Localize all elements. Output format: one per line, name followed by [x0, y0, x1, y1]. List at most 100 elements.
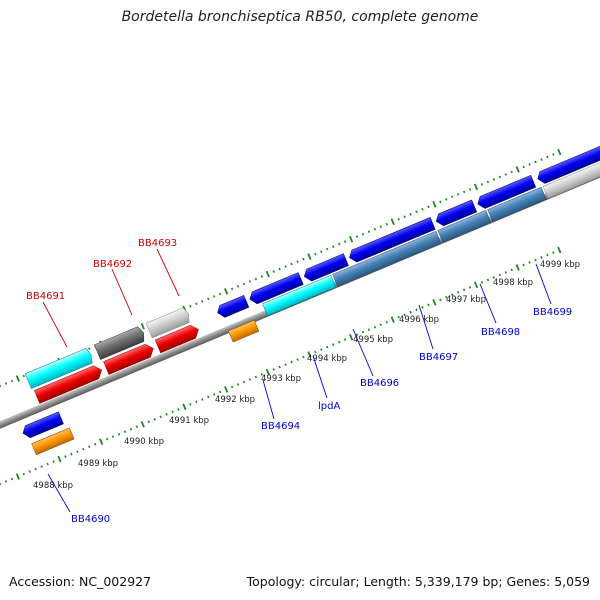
minor-tick — [427, 205, 430, 209]
gene-bb4692b-arrow[interactable] — [103, 342, 156, 375]
minor-tick — [546, 253, 549, 257]
minor-tick — [427, 303, 430, 307]
minor-tick — [367, 230, 371, 233]
major-tick — [349, 333, 354, 341]
minor-tick — [278, 267, 281, 271]
minor-tick — [34, 467, 37, 471]
gene-bb4696-arrow[interactable] — [347, 217, 436, 264]
minor-tick — [242, 282, 246, 286]
major-tick — [390, 218, 395, 226]
minor-tick — [88, 347, 91, 350]
gene-label-bb4692[interactable]: BB4692 — [93, 259, 132, 270]
gene-label-bb4691[interactable]: BB4691 — [26, 291, 65, 302]
gene-bb4693b-arrow[interactable] — [154, 323, 201, 354]
minor-tick — [343, 338, 347, 341]
gene-label-bb4693[interactable]: BB4693 — [138, 238, 177, 249]
leader-bb4696 — [352, 328, 374, 377]
leader-bb4699 — [535, 263, 552, 305]
minor-tick — [201, 398, 204, 401]
minor-tick — [373, 325, 377, 329]
scale-label: 4992 kbp — [215, 395, 255, 405]
minor-tick — [171, 410, 174, 414]
gene-label-bb4698[interactable]: BB4698 — [481, 327, 520, 338]
gene-bb4691b-arrow[interactable] — [34, 364, 104, 404]
gene-label-bb4696[interactable]: BB4696 — [360, 378, 399, 389]
scale-label: 4996 kbp — [399, 315, 439, 325]
major-tick — [57, 455, 62, 463]
minor-tick — [248, 378, 252, 381]
minor-tick — [76, 450, 79, 453]
minor-tick — [302, 257, 305, 261]
minor-tick — [302, 355, 305, 359]
minor-tick — [326, 345, 329, 349]
major-tick — [224, 288, 229, 295]
minor-tick — [510, 170, 513, 174]
gene-bb4698-arrow[interactable] — [475, 174, 537, 210]
minor-tick — [486, 180, 490, 184]
minor-tick — [379, 225, 382, 229]
minor-tick — [332, 245, 335, 248]
gene-bb4690-arrow[interactable] — [21, 411, 64, 440]
minor-tick — [552, 153, 555, 156]
minor-tick — [486, 278, 490, 282]
reverse-strand — [21, 411, 75, 456]
minor-tick — [248, 280, 252, 283]
minor-tick — [361, 232, 365, 236]
forward-strand — [24, 144, 600, 404]
leader-bb4690 — [47, 473, 71, 513]
gene-bb4699-silver[interactable] — [542, 158, 600, 199]
gene-bb4699-arrow[interactable] — [535, 144, 600, 186]
minor-tick — [46, 462, 49, 466]
minor-tick — [326, 247, 329, 251]
gene-bb4694-cyan[interactable] — [262, 274, 337, 317]
minor-tick — [397, 315, 400, 319]
gene-bb4693-arrow[interactable] — [145, 307, 192, 339]
gene-label-bb4699[interactable]: BB4699 — [533, 307, 572, 318]
gene-bb4691-arrow[interactable] — [24, 347, 94, 389]
gene-bb4698-steel[interactable] — [487, 186, 547, 222]
gene-label-bb4697[interactable]: BB4697 — [419, 352, 458, 363]
minor-tick — [522, 263, 525, 267]
scale-label: 4990 kbp — [124, 437, 164, 447]
minor-tick — [165, 412, 168, 416]
major-tick — [349, 235, 354, 243]
gene-bb4694-arrow[interactable] — [215, 294, 250, 319]
gene-label-bb4694[interactable]: BB4694 — [261, 421, 300, 432]
gene-label-bb4690[interactable]: BB4690 — [71, 514, 110, 525]
gene-lpda-arrow[interactable] — [332, 230, 442, 287]
minor-tick — [439, 298, 442, 302]
gene-bb4695-arrow[interactable] — [248, 272, 304, 306]
minor-tick — [468, 286, 472, 289]
gene-lpda-upper-arrow[interactable] — [302, 253, 349, 283]
scale-label: 4998 kbp — [493, 278, 533, 288]
gene-bb4697-steel[interactable] — [437, 210, 492, 243]
minor-tick — [451, 293, 454, 297]
major-tick — [140, 420, 145, 428]
minor-tick — [534, 258, 537, 262]
gene-bb4690-orange[interactable] — [31, 427, 75, 456]
minor-tick — [367, 328, 371, 331]
leader-bb4694 — [262, 379, 275, 420]
major-tick — [265, 270, 270, 278]
minor-tick — [534, 160, 537, 164]
major-tick — [15, 375, 20, 382]
major-tick — [515, 166, 520, 173]
minor-tick — [480, 281, 484, 284]
minor-tick — [468, 188, 472, 191]
minor-tick — [338, 340, 341, 344]
major-tick — [432, 200, 437, 208]
minor-tick — [111, 435, 115, 439]
gene-bb4697-arrow[interactable] — [434, 199, 478, 228]
minor-tick — [242, 380, 246, 384]
minor-tick — [159, 415, 162, 419]
leader-bb4698 — [479, 283, 497, 324]
topology-text: Topology: circular; Length: 5,339,179 bp… — [246, 574, 590, 589]
minor-tick — [552, 251, 555, 254]
minor-tick — [439, 200, 442, 204]
gene-label-lpda[interactable]: lpdA — [318, 401, 340, 412]
minor-tick — [355, 235, 359, 238]
gene-bb4692-arrow[interactable] — [94, 326, 146, 360]
gene-bb4694-orange[interactable] — [228, 319, 260, 343]
minor-tick — [278, 365, 281, 369]
minor-tick — [546, 155, 549, 159]
